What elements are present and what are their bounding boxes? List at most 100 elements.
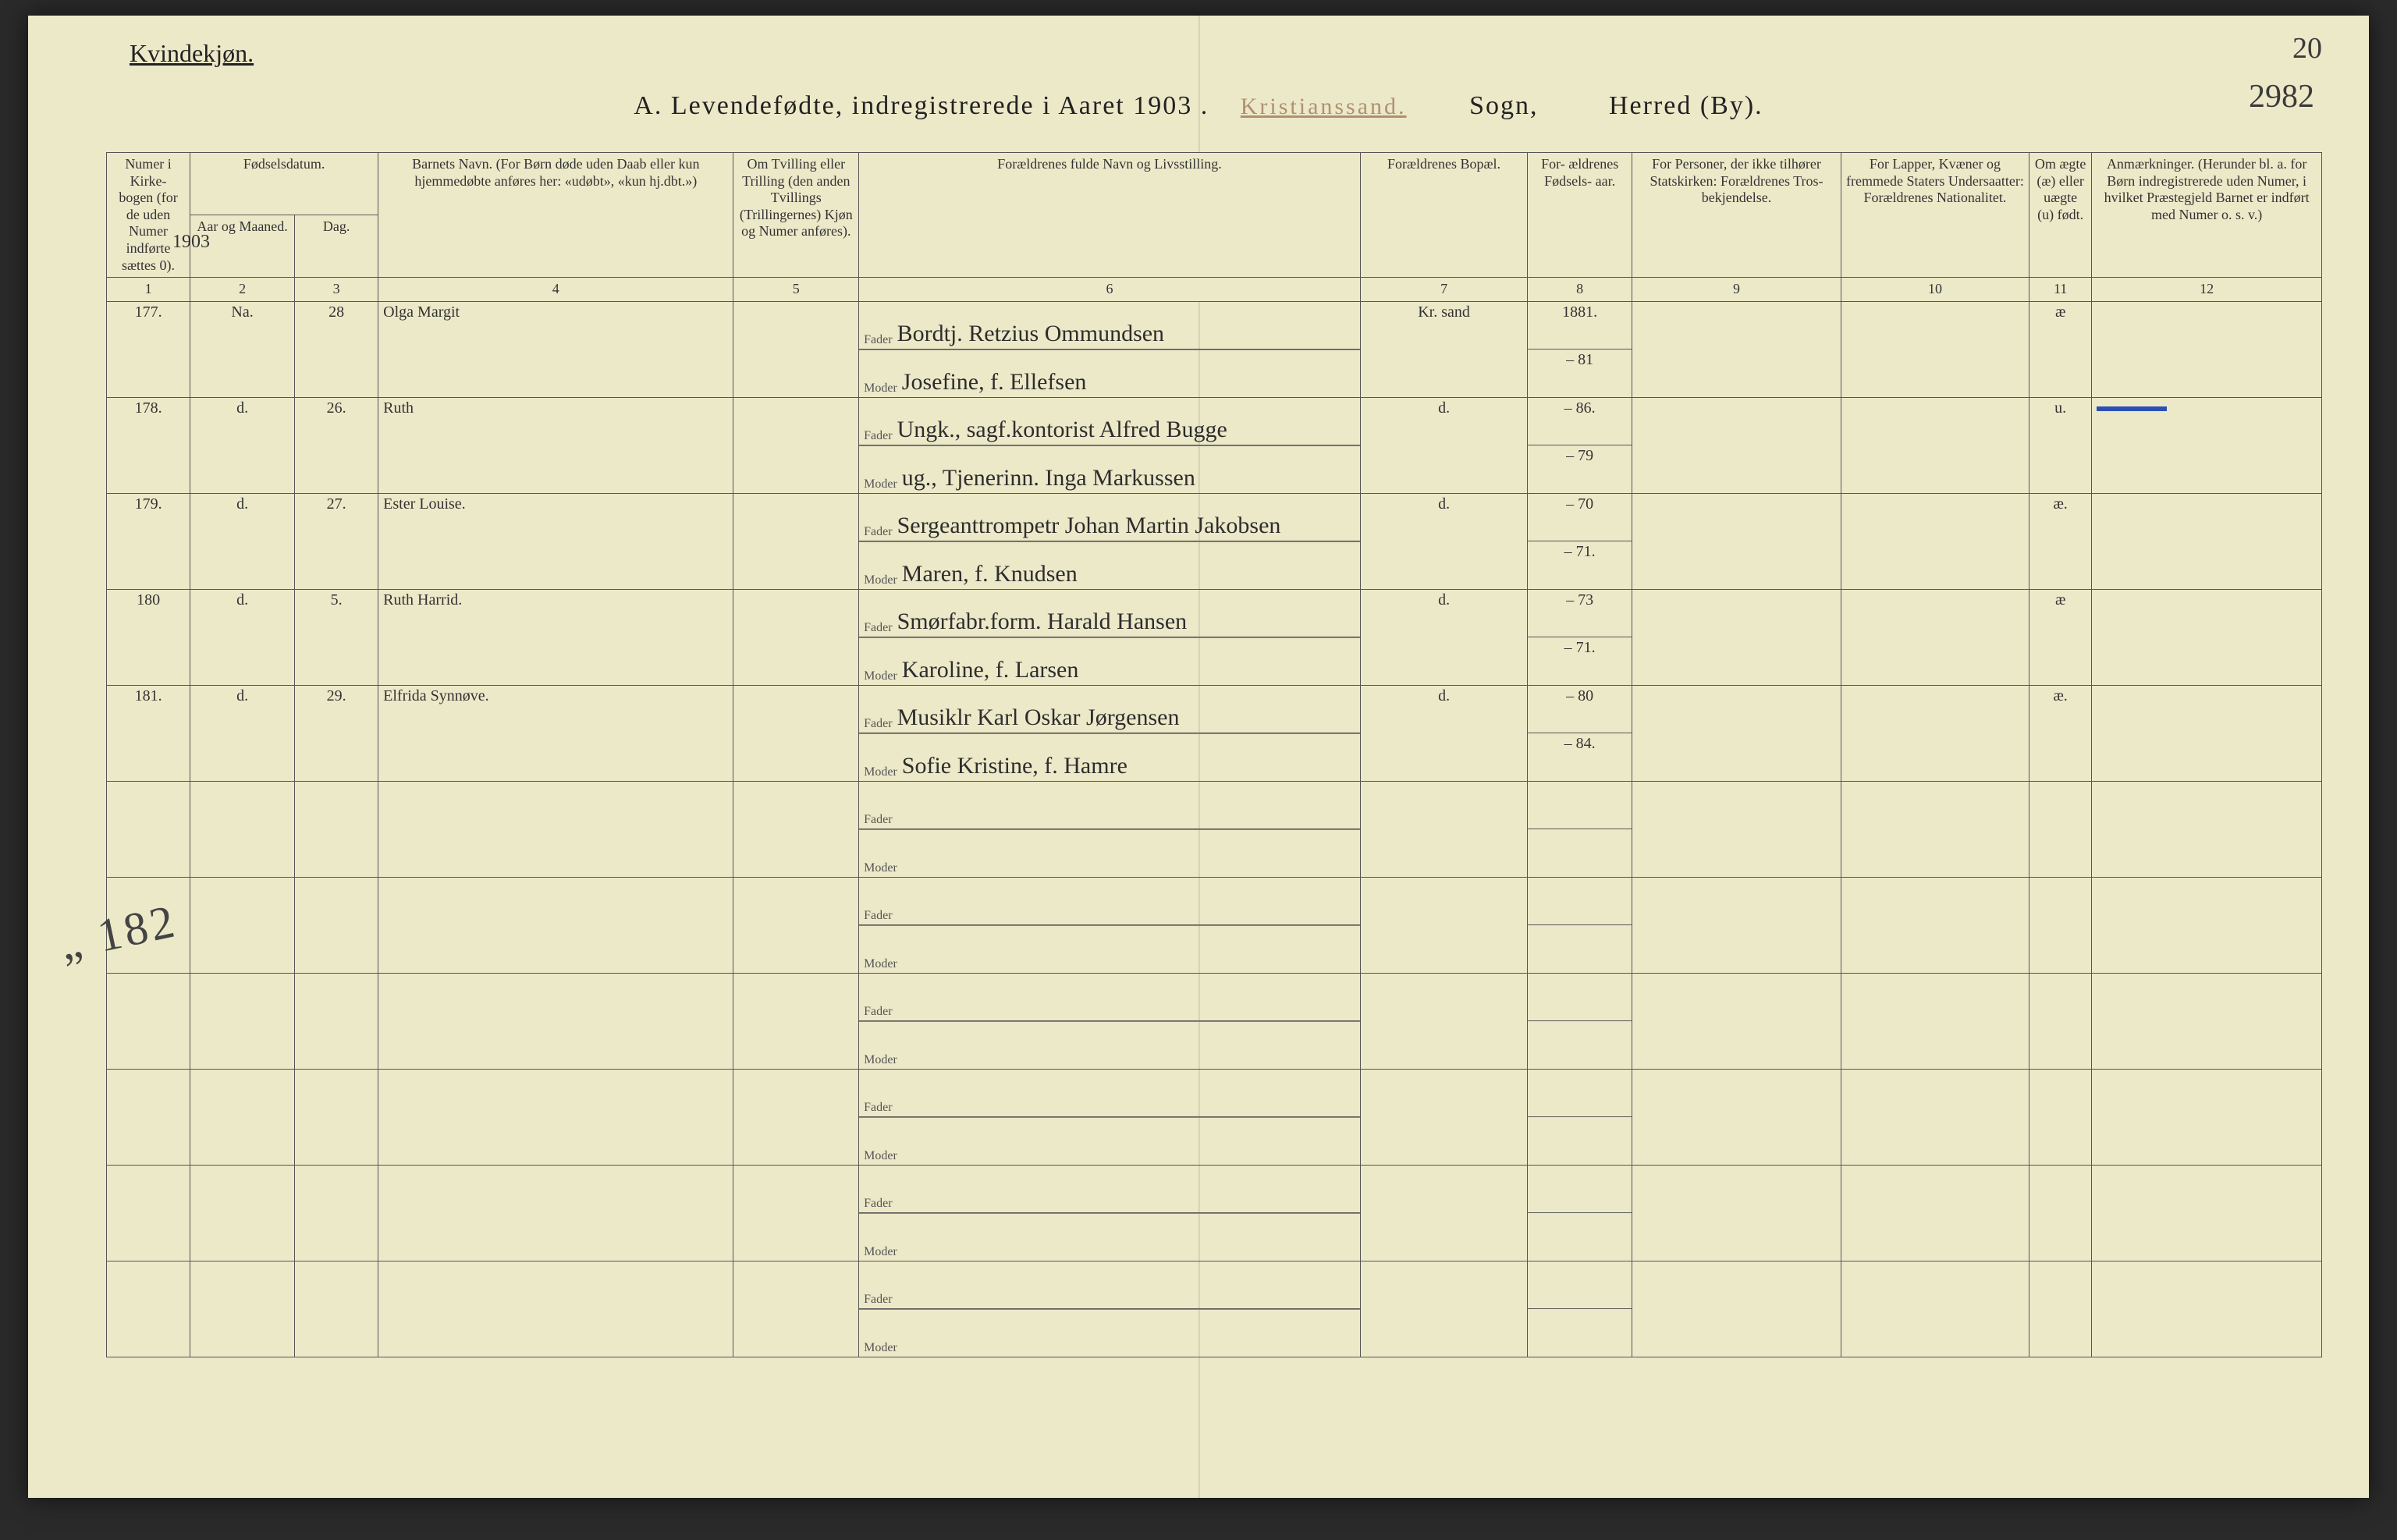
fader-line: Fader Bordtj. Retzius Ommundsen [859, 302, 1360, 349]
column-number: 3 [295, 278, 378, 302]
cell [295, 877, 378, 973]
twin-col [733, 397, 859, 493]
moder-line: Moder [859, 1213, 1360, 1261]
cell [1841, 1165, 2029, 1261]
legitimacy: æ. [2029, 493, 2091, 589]
col-header: Forældrenes fulde Navn og Livsstilling. [859, 153, 1361, 278]
cell [2029, 1165, 2091, 1261]
page-title: A. Levendefødte, indregistrerede i Aaret… [106, 91, 2322, 121]
col-header: Numer i Kirke- bogen (for de uden Numer … [107, 153, 190, 278]
father-birthyear: – 73 [1528, 589, 1632, 637]
fader-label: Fader [864, 813, 897, 827]
table-row: 181.d.29.Elfrida Synnøve.Fader Musiklr K… [107, 685, 2322, 733]
column-number: 1 [107, 278, 190, 302]
moder-name: ug., Tjenerinn. Inga Markussen [902, 465, 1195, 491]
moder-label: Moder [864, 1053, 902, 1067]
twin-col [733, 589, 859, 685]
parents-cell: Moder ug., Tjenerinn. Inga Markussen [859, 445, 1361, 493]
father-birthyear: – 70 [1528, 493, 1632, 541]
table-row: 179.d.27.Ester Louise.Fader Sergeanttrom… [107, 493, 2322, 541]
cell [1528, 1212, 1632, 1261]
table-row: 177.Na.28Olga MargitFader Bordtj. Retziu… [107, 301, 2322, 349]
moder-label: Moder [864, 957, 902, 971]
moder-label: Moder [864, 381, 902, 396]
parents-cell: Moder [859, 924, 1361, 973]
cell [2029, 877, 2091, 973]
cell [107, 781, 190, 877]
religion-col [1632, 301, 1841, 397]
nationality-col [1841, 493, 2029, 589]
table-body: 177.Na.28Olga MargitFader Bordtj. Retziu… [107, 301, 2322, 1357]
cell [190, 1261, 295, 1357]
remarks [2092, 397, 2322, 493]
moder-line: Moder [859, 1117, 1360, 1165]
parents-cell: Moder [859, 829, 1361, 877]
fader-line: Fader [859, 974, 1360, 1020]
nationality-col [1841, 685, 2029, 781]
religion-col [1632, 589, 1841, 685]
cell [733, 877, 859, 973]
cell [378, 1165, 733, 1261]
cell [1528, 973, 1632, 1020]
cell [107, 1069, 190, 1165]
parents-cell: Fader Bordtj. Retzius Ommundsen [859, 301, 1361, 349]
remarks [2092, 685, 2322, 781]
cell [1632, 1261, 1841, 1357]
cell [1360, 1069, 1527, 1165]
parents-cell: Fader [859, 877, 1361, 924]
cell [190, 973, 295, 1069]
cell [2092, 1069, 2322, 1165]
fader-line: Fader Ungk., sagf.kontorist Alfred Bugge [859, 398, 1360, 445]
fader-line: Fader [859, 1070, 1360, 1116]
entry-day: 26. [295, 397, 378, 493]
cell [190, 1165, 295, 1261]
cell [1841, 973, 2029, 1069]
parents-cell: Fader Smørfabr.form. Harald Hansen [859, 589, 1361, 637]
cell [295, 1261, 378, 1357]
residence: d. [1360, 589, 1527, 685]
cell [1528, 1069, 1632, 1116]
cell [1528, 829, 1632, 877]
parents-cell: Moder Maren, f. Knudsen [859, 541, 1361, 589]
remarks [2092, 589, 2322, 685]
religion-col [1632, 685, 1841, 781]
cell [1528, 877, 1632, 924]
cell [378, 1261, 733, 1357]
col-header: For- ældrenes Fødsels- aar. [1528, 153, 1632, 278]
moder-label: Moder [864, 477, 902, 491]
moder-label: Moder [864, 861, 902, 875]
column-number: 5 [733, 278, 859, 302]
column-number: 2 [190, 278, 295, 302]
fader-line: Fader Musiklr Karl Oskar Jørgensen [859, 686, 1360, 733]
moder-line: Moder [859, 1309, 1360, 1357]
parents-cell: Fader Sergeanttrompetr Johan Martin Jako… [859, 493, 1361, 541]
cell [378, 973, 733, 1069]
title-year: 3 . [1177, 91, 1209, 120]
cell [190, 781, 295, 877]
column-number: 4 [378, 278, 733, 302]
parents-cell: Fader [859, 1261, 1361, 1308]
twin-col [733, 301, 859, 397]
cell [1528, 1165, 1632, 1212]
table-row-empty: Fader [107, 1069, 2322, 1116]
cell [1528, 1020, 1632, 1069]
cell [1528, 1261, 1632, 1308]
title-prefix: A. Levendefødte, indregistrerede i Aaret… [634, 91, 1177, 120]
parents-cell: Fader [859, 973, 1361, 1020]
fader-name: Ungk., sagf.kontorist Alfred Bugge [897, 417, 1227, 443]
religion-col [1632, 397, 1841, 493]
father-birthyear: – 80 [1528, 685, 1632, 733]
column-number: 7 [1360, 278, 1527, 302]
cell [378, 877, 733, 973]
cell [733, 973, 859, 1069]
cell [1528, 1308, 1632, 1357]
legitimacy: æ [2029, 589, 2091, 685]
column-number: 11 [2029, 278, 2091, 302]
legitimacy: æ [2029, 301, 2091, 397]
table-row-empty: Fader [107, 781, 2322, 829]
table-row-empty: Fader [107, 973, 2322, 1020]
child-name: Olga Margit [378, 301, 733, 397]
fader-label: Fader [864, 333, 897, 347]
entry-day: 27. [295, 493, 378, 589]
fader-label: Fader [864, 1197, 897, 1211]
